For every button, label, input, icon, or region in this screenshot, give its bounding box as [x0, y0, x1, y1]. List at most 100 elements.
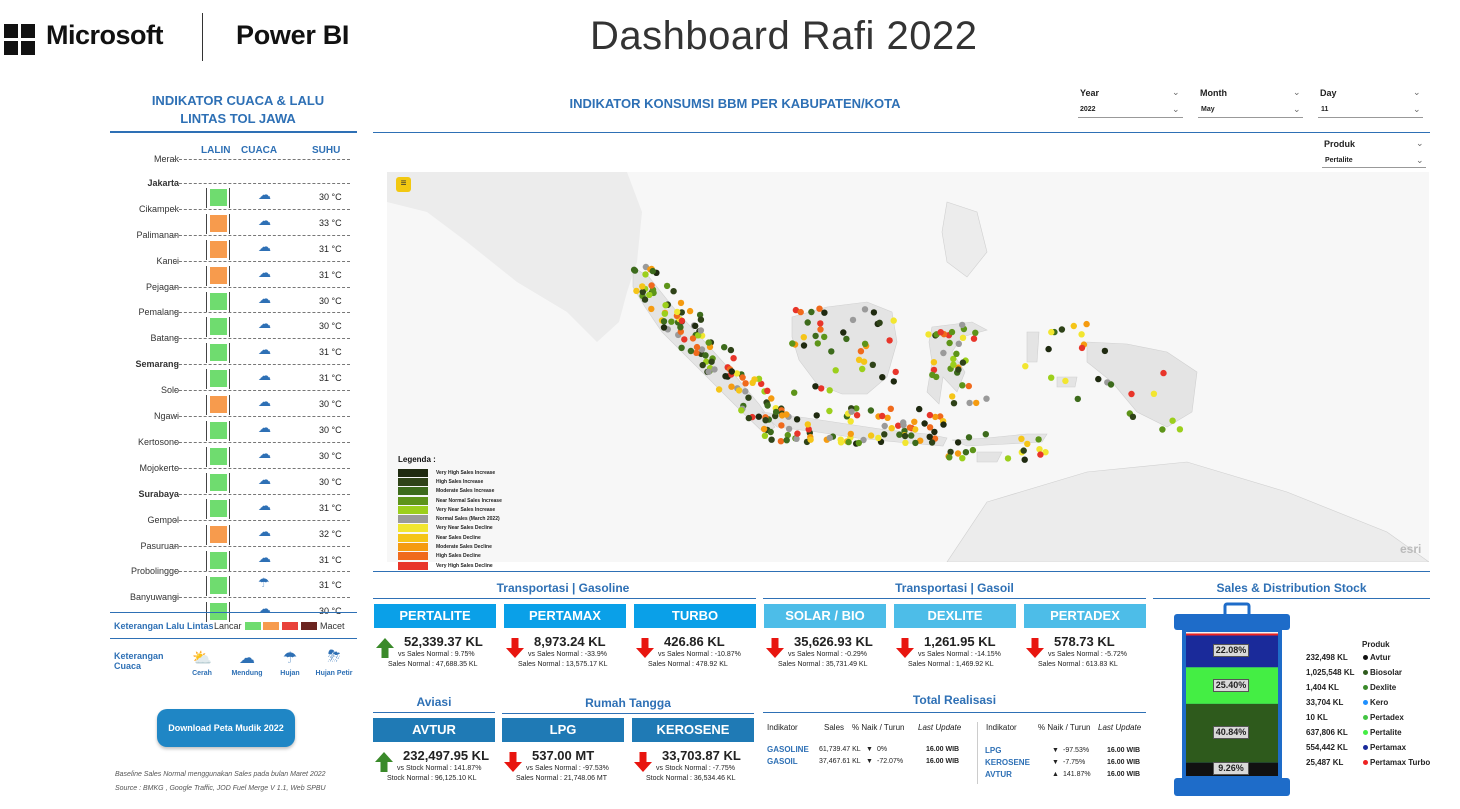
- map-point[interactable]: [768, 436, 775, 443]
- map-point[interactable]: [812, 383, 819, 390]
- map-point[interactable]: [884, 414, 891, 421]
- map-point[interactable]: [955, 340, 962, 347]
- map-point[interactable]: [965, 434, 973, 441]
- map-point[interactable]: [639, 283, 646, 290]
- month-slicer-value[interactable]: May: [1201, 106, 1215, 113]
- map-point[interactable]: [738, 407, 745, 414]
- map-point[interactable]: [861, 340, 869, 347]
- map-point[interactable]: [869, 361, 876, 368]
- map-point[interactable]: [911, 418, 918, 425]
- map-point[interactable]: [1037, 451, 1044, 458]
- map-point[interactable]: [888, 425, 895, 432]
- map-point[interactable]: [693, 343, 701, 351]
- map-point[interactable]: [1159, 426, 1166, 433]
- map-point[interactable]: [1048, 374, 1055, 381]
- map-point[interactable]: [828, 348, 835, 355]
- chevron-down-icon[interactable]: ⌄: [1413, 87, 1421, 97]
- map-point[interactable]: [793, 435, 800, 442]
- map-point[interactable]: [1070, 322, 1077, 330]
- map-point[interactable]: [954, 450, 962, 457]
- map-point[interactable]: [727, 346, 735, 354]
- map-point[interactable]: [875, 434, 882, 442]
- map-point[interactable]: [881, 422, 888, 430]
- map-point[interactable]: [697, 316, 705, 323]
- map-point[interactable]: [751, 376, 758, 383]
- map-point[interactable]: [908, 432, 915, 439]
- map-point[interactable]: [800, 334, 807, 341]
- map-point[interactable]: [758, 380, 765, 387]
- map-point[interactable]: [733, 370, 741, 377]
- map-point[interactable]: [678, 317, 686, 324]
- map-point[interactable]: [1074, 395, 1081, 403]
- map-point[interactable]: [959, 334, 967, 341]
- map-point[interactable]: [1078, 331, 1085, 338]
- map-point[interactable]: [931, 428, 938, 436]
- map-point[interactable]: [959, 359, 967, 366]
- map-point[interactable]: [693, 349, 700, 356]
- map-point[interactable]: [879, 374, 886, 381]
- map-point[interactable]: [631, 267, 639, 274]
- map-point[interactable]: [715, 386, 723, 393]
- map-point[interactable]: [794, 430, 801, 437]
- chevron-down-icon[interactable]: ⌄: [1413, 104, 1421, 114]
- map-point[interactable]: [867, 432, 875, 439]
- map-point[interactable]: [821, 309, 828, 316]
- map-point[interactable]: [954, 439, 962, 446]
- map-point[interactable]: [641, 296, 649, 303]
- map-point[interactable]: [886, 337, 893, 344]
- chevron-down-icon[interactable]: ⌄: [1172, 87, 1180, 97]
- map-point[interactable]: [947, 448, 954, 456]
- map-point[interactable]: [663, 282, 671, 290]
- map-point[interactable]: [761, 432, 769, 439]
- map-point[interactable]: [764, 402, 771, 409]
- map-point[interactable]: [633, 287, 640, 295]
- map-point[interactable]: [646, 291, 653, 298]
- map-menu-button[interactable]: ≡: [396, 177, 411, 192]
- map-point[interactable]: [855, 356, 863, 363]
- map-point[interactable]: [848, 408, 855, 415]
- map-point[interactable]: [789, 340, 796, 347]
- map-point[interactable]: [648, 305, 655, 313]
- map-point[interactable]: [695, 332, 702, 339]
- map-point[interactable]: [917, 437, 924, 444]
- map-point[interactable]: [916, 405, 923, 413]
- map-point[interactable]: [764, 387, 771, 394]
- map-point[interactable]: [966, 399, 973, 407]
- map-point[interactable]: [890, 317, 897, 324]
- map-point[interactable]: [896, 431, 903, 438]
- map-point[interactable]: [826, 387, 833, 394]
- map-point[interactable]: [946, 339, 953, 347]
- map-point[interactable]: [925, 331, 932, 338]
- map-point[interactable]: [807, 436, 814, 443]
- map-point[interactable]: [772, 408, 780, 416]
- map-point[interactable]: [949, 393, 956, 400]
- map-point[interactable]: [705, 368, 712, 375]
- map-point[interactable]: [681, 336, 688, 343]
- map-point[interactable]: [689, 335, 697, 342]
- map-point[interactable]: [860, 436, 867, 444]
- map-point[interactable]: [1021, 456, 1028, 463]
- map-point[interactable]: [845, 438, 852, 446]
- map-point[interactable]: [792, 306, 800, 314]
- map-point[interactable]: [847, 418, 854, 425]
- map-point[interactable]: [895, 422, 902, 429]
- map-point[interactable]: [642, 271, 649, 278]
- map-point[interactable]: [881, 431, 888, 438]
- map-point[interactable]: [745, 394, 752, 401]
- map-point[interactable]: [928, 439, 936, 446]
- map-point[interactable]: [687, 347, 695, 355]
- map-point[interactable]: [1058, 326, 1066, 333]
- map-point[interactable]: [639, 288, 646, 296]
- map-point[interactable]: [1078, 344, 1086, 352]
- chevron-down-icon[interactable]: ⌄: [1416, 155, 1424, 165]
- map-point[interactable]: [722, 373, 729, 380]
- map-point[interactable]: [1150, 390, 1158, 397]
- map-point[interactable]: [867, 407, 875, 414]
- map-point[interactable]: [937, 329, 944, 336]
- map-point[interactable]: [983, 395, 990, 402]
- map-point[interactable]: [937, 413, 944, 420]
- map-point[interactable]: [982, 431, 989, 438]
- map-point[interactable]: [959, 382, 966, 389]
- map-point[interactable]: [921, 420, 928, 427]
- map-point[interactable]: [832, 367, 839, 374]
